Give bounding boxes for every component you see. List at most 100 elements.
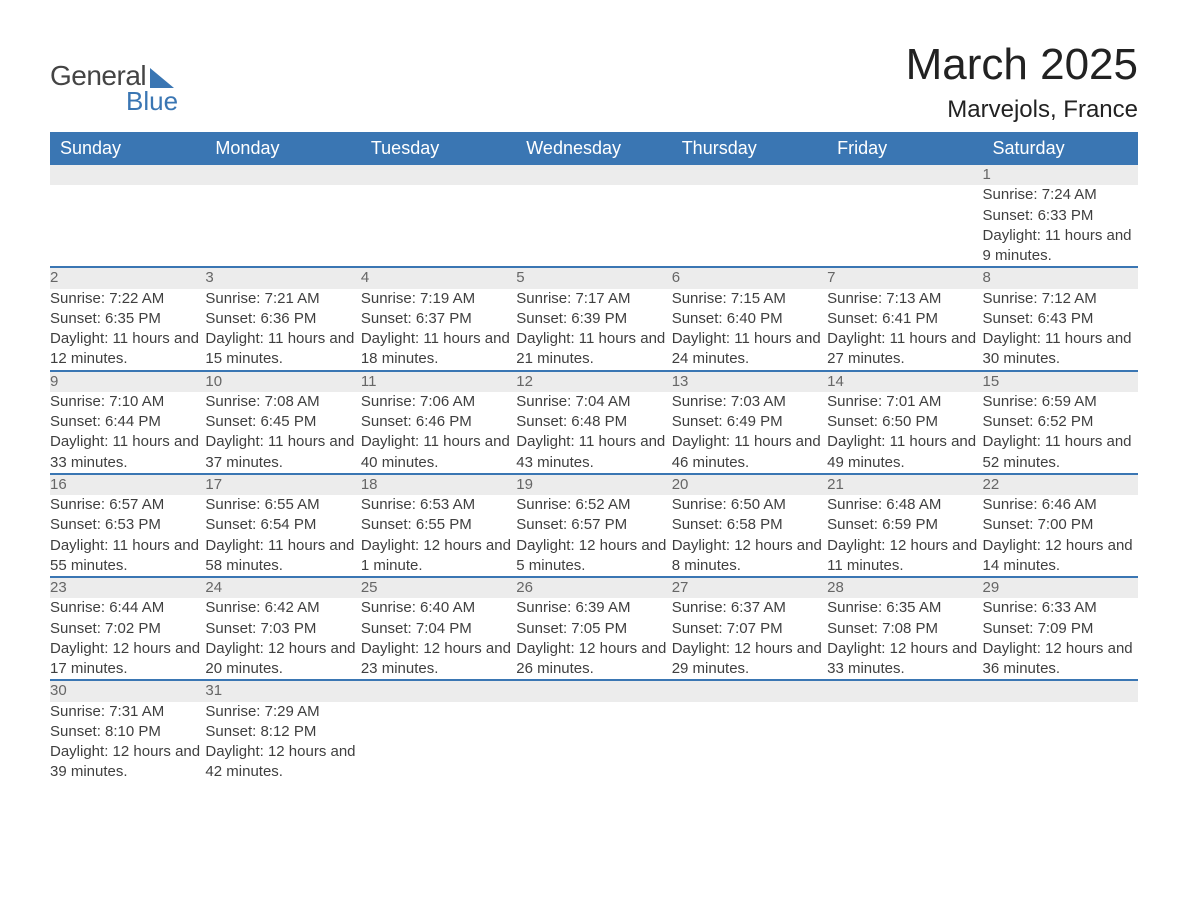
weekday-header: Saturday (983, 132, 1138, 165)
day-number-cell: 16 (50, 474, 205, 495)
day-number-cell: 25 (361, 577, 516, 598)
sunset-line: Sunset: 7:02 PM (50, 619, 205, 639)
sunset-line: Sunset: 6:50 PM (827, 412, 982, 432)
daylight-line: Daylight: 11 hours and 37 minutes. (205, 432, 360, 473)
daylight-line: Daylight: 11 hours and 33 minutes. (50, 432, 205, 473)
daylight-line: Daylight: 12 hours and 29 minutes. (672, 639, 827, 680)
daylight-line: Daylight: 11 hours and 55 minutes. (50, 536, 205, 577)
sunrise-line: Sunrise: 6:48 AM (827, 495, 982, 515)
sunset-line: Sunset: 7:08 PM (827, 619, 982, 639)
day-number-cell: 19 (516, 474, 671, 495)
sunrise-line: Sunrise: 7:24 AM (983, 185, 1138, 205)
day-number-cell (516, 680, 671, 701)
daylight-line: Daylight: 11 hours and 24 minutes. (672, 329, 827, 370)
sunset-line: Sunset: 6:46 PM (361, 412, 516, 432)
sunset-line: Sunset: 7:04 PM (361, 619, 516, 639)
header: General Blue March 2025 Marvejols, Franc… (50, 40, 1138, 124)
day-detail-cell: Sunrise: 7:13 AMSunset: 6:41 PMDaylight:… (827, 289, 982, 371)
day-detail-cell: Sunrise: 6:48 AMSunset: 6:59 PMDaylight:… (827, 495, 982, 577)
sunrise-line: Sunrise: 7:22 AM (50, 289, 205, 309)
day-number-cell (983, 680, 1138, 701)
day-number-cell (672, 165, 827, 185)
day-number-cell: 2 (50, 267, 205, 288)
title-block: March 2025 Marvejols, France (906, 40, 1138, 124)
calendar-body: 1Sunrise: 7:24 AMSunset: 6:33 PMDaylight… (50, 165, 1138, 783)
daylight-line: Daylight: 11 hours and 49 minutes. (827, 432, 982, 473)
sunrise-line: Sunrise: 6:33 AM (983, 598, 1138, 618)
day-detail-row: Sunrise: 6:44 AMSunset: 7:02 PM Daylight:… (50, 598, 1138, 680)
day-number-cell: 7 (827, 267, 982, 288)
day-detail-cell: Sunrise: 6:39 AMSunset: 7:05 PMDaylight:… (516, 598, 671, 680)
sunrise-line: Sunrise: 7:04 AM (516, 392, 671, 412)
daylight-line: Daylight: 11 hours and 21 minutes. (516, 329, 671, 370)
sunset-line: Sunset: 6:36 PM (205, 309, 360, 329)
day-detail-cell: Sunrise: 7:17 AMSunset: 6:39 PMDaylight:… (516, 289, 671, 371)
day-detail-cell: Sunrise: 6:40 AMSunset: 7:04 PMDaylight:… (361, 598, 516, 680)
day-detail-cell: Sunrise: 7:15 AMSunset: 6:40 PMDaylight:… (672, 289, 827, 371)
day-number-cell (672, 680, 827, 701)
daylight-line: Daylight: 11 hours and 52 minutes. (983, 432, 1138, 473)
day-detail-cell: Sunrise: 6:44 AMSunset: 7:02 PMDaylight:… (50, 598, 205, 680)
day-number-cell (361, 680, 516, 701)
sunrise-line: Sunrise: 7:15 AM (672, 289, 827, 309)
day-number-cell: 22 (983, 474, 1138, 495)
daylight-line: Daylight: 12 hours and 8 minutes. (672, 536, 827, 577)
day-detail-row: Sunrise: 7:22 AMSunset: 6:35 PMDaylight:… (50, 289, 1138, 371)
day-number-cell (205, 165, 360, 185)
day-detail-cell: Sunrise: 6:50 AMSunset: 6:58 PMDaylight:… (672, 495, 827, 577)
sunset-line: Sunset: 6:58 PM (672, 515, 827, 535)
day-detail-cell: Sunrise: 7:29 AMSunset: 8:12 PMDaylight:… (205, 702, 360, 783)
day-detail-cell: Sunrise: 6:59 AMSunset: 6:52 PMDaylight:… (983, 392, 1138, 474)
sunset-line: Sunset: 8:10 PM (50, 722, 205, 742)
day-detail-cell: Sunrise: 6:55 AMSunset: 6:54 PMDaylight:… (205, 495, 360, 577)
day-detail-cell (827, 185, 982, 267)
day-detail-cell: Sunrise: 7:10 AMSunset: 6:44 PMDaylight:… (50, 392, 205, 474)
day-number-cell: 31 (205, 680, 360, 701)
day-detail-cell (516, 185, 671, 267)
sunrise-line: Sunrise: 7:19 AM (361, 289, 516, 309)
sunset-line: Sunset: 6:52 PM (983, 412, 1138, 432)
sunset-line: Sunset: 6:37 PM (361, 309, 516, 329)
daylight-line: Daylight: 12 hours and 11 minutes. (827, 536, 982, 577)
day-detail-cell: Sunrise: 6:37 AMSunset: 7:07 PMDaylight:… (672, 598, 827, 680)
day-detail-cell: Sunrise: 6:46 AMSunset: 7:00 PMDaylight:… (983, 495, 1138, 577)
sunrise-line: Sunrise: 6:44 AM (50, 598, 205, 618)
daylight-line: Daylight: 11 hours and 18 minutes. (361, 329, 516, 370)
day-number-cell: 21 (827, 474, 982, 495)
sunset-line: Sunset: 6:54 PM (205, 515, 360, 535)
sunset-line: Sunset: 6:39 PM (516, 309, 671, 329)
day-number-cell: 23 (50, 577, 205, 598)
sunrise-line: Sunrise: 6:52 AM (516, 495, 671, 515)
daylight-line: Daylight: 11 hours and 43 minutes. (516, 432, 671, 473)
day-number-cell: 28 (827, 577, 982, 598)
day-detail-row: Sunrise: 7:24 AMSunset: 6:33 PMDaylight:… (50, 185, 1138, 267)
daylight-line: Daylight: 11 hours and 9 minutes. (983, 226, 1138, 267)
day-number-row: 1 (50, 165, 1138, 185)
sunrise-line: Sunrise: 6:39 AM (516, 598, 671, 618)
day-number-cell: 20 (672, 474, 827, 495)
daylight-line: Daylight: 11 hours and 12 minutes. (50, 329, 205, 370)
day-detail-row: Sunrise: 7:31 AMSunset: 8:10 PMDaylight:… (50, 702, 1138, 783)
day-number-row: 23242526272829 (50, 577, 1138, 598)
sunset-line: Sunset: 7:05 PM (516, 619, 671, 639)
sunset-line: Sunset: 6:57 PM (516, 515, 671, 535)
sunrise-line: Sunrise: 7:12 AM (983, 289, 1138, 309)
day-number-cell: 9 (50, 371, 205, 392)
daylight-line: Daylight: 12 hours and 14 minutes. (983, 536, 1138, 577)
weekday-header: Sunday (50, 132, 205, 165)
day-number-row: 9101112131415 (50, 371, 1138, 392)
sunset-line: Sunset: 6:59 PM (827, 515, 982, 535)
sunset-line: Sunset: 7:00 PM (983, 515, 1138, 535)
day-detail-cell: Sunrise: 7:06 AMSunset: 6:46 PMDaylight:… (361, 392, 516, 474)
location: Marvejols, France (906, 96, 1138, 124)
day-detail-cell (50, 185, 205, 267)
day-detail-cell: Sunrise: 7:19 AMSunset: 6:37 PMDaylight:… (361, 289, 516, 371)
sunset-line: Sunset: 6:43 PM (983, 309, 1138, 329)
day-detail-cell (361, 185, 516, 267)
day-detail-cell: Sunrise: 6:42 AMSunset: 7:03 PMDaylight:… (205, 598, 360, 680)
sunset-line: Sunset: 6:48 PM (516, 412, 671, 432)
sunset-line: Sunset: 7:07 PM (672, 619, 827, 639)
sunrise-line: Sunrise: 7:31 AM (50, 702, 205, 722)
day-number-cell: 3 (205, 267, 360, 288)
day-detail-row: Sunrise: 6:57 AMSunset: 6:53 PMDaylight:… (50, 495, 1138, 577)
